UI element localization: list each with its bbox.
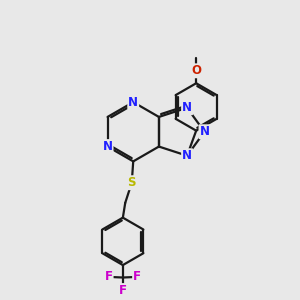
Text: S: S bbox=[128, 176, 136, 189]
Text: F: F bbox=[119, 284, 127, 297]
Text: N: N bbox=[103, 140, 112, 153]
Text: O: O bbox=[191, 64, 201, 77]
Text: N: N bbox=[128, 96, 138, 109]
Text: N: N bbox=[182, 101, 192, 114]
Text: F: F bbox=[105, 270, 112, 284]
Text: N: N bbox=[200, 125, 209, 138]
Text: F: F bbox=[133, 270, 141, 284]
Text: N: N bbox=[182, 149, 192, 162]
